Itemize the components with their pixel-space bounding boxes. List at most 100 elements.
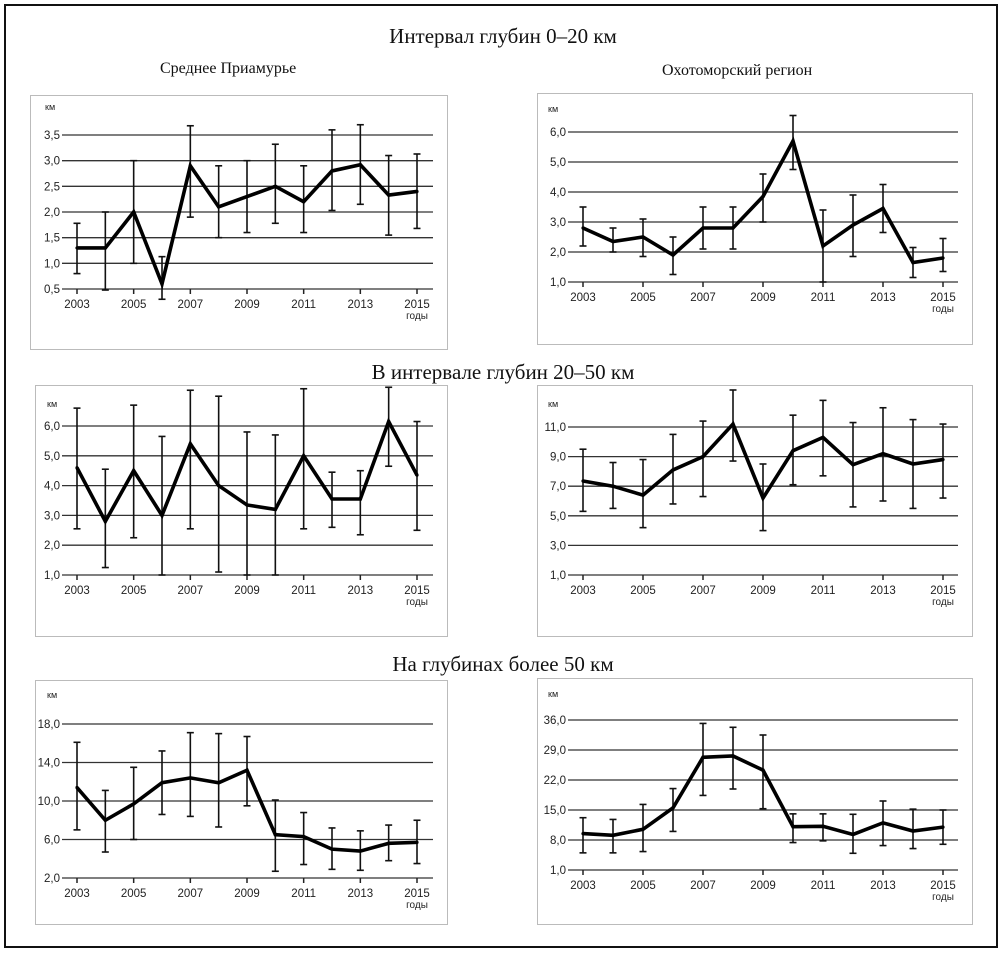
x-tick-label: 2007 (690, 292, 716, 304)
x-tick-label: 2015 (930, 585, 956, 597)
chart-2: 1,0 2,0 3,0 4,0 5,0 6,0 2003 2005 2007 2009 2011 20… (44, 386, 433, 608)
heading-depth-over-50: На глубинах более 50 км (392, 652, 614, 676)
y-tick-label: 15,0 (544, 805, 566, 817)
data-point (302, 200, 306, 204)
x-tick-label: 2015 (404, 888, 430, 900)
data-point (330, 497, 334, 501)
x-tick-label: 2013 (870, 585, 896, 597)
x-tick-label: 2011 (291, 585, 316, 597)
y-tick-label: 10,0 (38, 796, 60, 808)
data-point (881, 821, 885, 825)
data-point (611, 484, 615, 488)
data-point (671, 253, 675, 257)
data-point (160, 513, 164, 518)
data-point (611, 833, 615, 837)
data-point (791, 449, 795, 453)
data-point (245, 195, 249, 199)
y-tick-label: 5,0 (550, 511, 566, 523)
y-axis-unit-label: км (548, 689, 558, 699)
data-point (851, 223, 855, 227)
y-tick-label: 1,0 (44, 570, 60, 582)
data-point (821, 824, 825, 828)
panel-0-20-okhotsk (537, 93, 973, 345)
data-point (731, 226, 735, 230)
y-tick-label: 6,0 (44, 421, 60, 433)
heading-depth-20-50: В интервале глубин 20–50 км (371, 360, 635, 384)
data-point (701, 455, 705, 459)
panel-over-50-okhotsk (537, 678, 973, 925)
data-point (188, 164, 192, 168)
x-axis-label: годы (406, 900, 428, 911)
data-point (791, 825, 795, 829)
y-tick-label: 1,0 (550, 277, 566, 289)
data-point (132, 802, 136, 806)
x-tick-label: 2005 (121, 299, 147, 311)
data-point (75, 466, 79, 470)
y-tick-label: 6,0 (44, 835, 60, 847)
chart-4: 2,0 6,0 10,0 14,0 18,0 2003 2005 2007 2009 2011 20… (38, 690, 433, 911)
y-tick-label: 8,0 (550, 835, 566, 847)
data-point (302, 454, 306, 458)
region-label-left: Среднее Приамурье (160, 60, 297, 77)
x-tick-label: 2007 (178, 888, 204, 900)
data-point (103, 246, 107, 250)
y-tick-label: 1,5 (44, 233, 60, 245)
y-tick-label: 7,0 (550, 481, 566, 493)
y-tick-label: 3,0 (44, 510, 60, 522)
y-axis-unit-label: км (548, 104, 558, 114)
x-tick-label: 2007 (690, 585, 716, 597)
data-point (387, 193, 391, 197)
data-point (103, 818, 107, 822)
x-tick-label: 2015 (404, 585, 430, 597)
y-tick-label: 18,0 (38, 719, 60, 731)
x-tick-label: 2013 (348, 585, 374, 597)
x-tick-label: 2009 (234, 299, 260, 311)
x-tick-label: 2015 (930, 880, 956, 892)
data-point (217, 484, 221, 488)
data-point (911, 462, 915, 466)
x-tick-label: 2013 (348, 888, 374, 900)
chart-5: 1,0 8,0 15,0 22,0 29,0 36,0 2003 2005 2007 2009 20… (544, 689, 958, 903)
data-point (581, 831, 585, 836)
x-tick-label: 2015 (404, 299, 430, 311)
y-tick-label: 5,0 (550, 157, 566, 169)
data-point (821, 435, 825, 439)
data-point (132, 210, 136, 214)
x-tick-label: 2003 (64, 585, 90, 597)
data-point (821, 244, 825, 248)
y-tick-label: 3,0 (44, 156, 60, 168)
data-point (671, 806, 675, 810)
y-tick-label: 2,0 (550, 247, 566, 259)
data-point (330, 169, 334, 173)
x-tick-label: 2015 (930, 292, 956, 304)
data-point (330, 847, 334, 851)
x-axis-label: годы (932, 892, 954, 903)
x-tick-label: 2013 (870, 292, 896, 304)
data-point (160, 781, 164, 785)
data-point (761, 194, 765, 199)
y-tick-label: 6,0 (550, 127, 566, 139)
y-tick-label: 36,0 (544, 715, 566, 727)
x-tick-label: 2007 (178, 299, 204, 311)
data-point (881, 452, 885, 456)
data-point (75, 246, 79, 250)
data-point (641, 827, 645, 831)
figure-frame (4, 4, 998, 948)
data-point (358, 849, 362, 853)
data-point (188, 442, 192, 446)
data-point (273, 833, 277, 837)
x-tick-label: 2011 (811, 880, 836, 892)
x-axis-label: годы (932, 597, 954, 608)
chart-3: 1,0 3,0 5,0 7,0 9,0 11,0 2003 2005 2007 2009 2011 2… (544, 389, 958, 608)
y-axis-unit-label: км (45, 102, 55, 112)
data-point (941, 457, 945, 462)
data-point (188, 776, 192, 780)
x-tick-label: 2005 (630, 880, 656, 892)
heading-depth-0-20: Интервал глубин 0–20 км (389, 24, 617, 48)
data-point (851, 463, 855, 467)
data-point (581, 479, 585, 483)
x-tick-label: 2003 (570, 585, 596, 597)
chart-1: 1,0 2,0 3,0 4,0 5,0 6,0 2003 2005 2007 2009 2011 20… (548, 104, 958, 315)
data-point (358, 497, 362, 501)
